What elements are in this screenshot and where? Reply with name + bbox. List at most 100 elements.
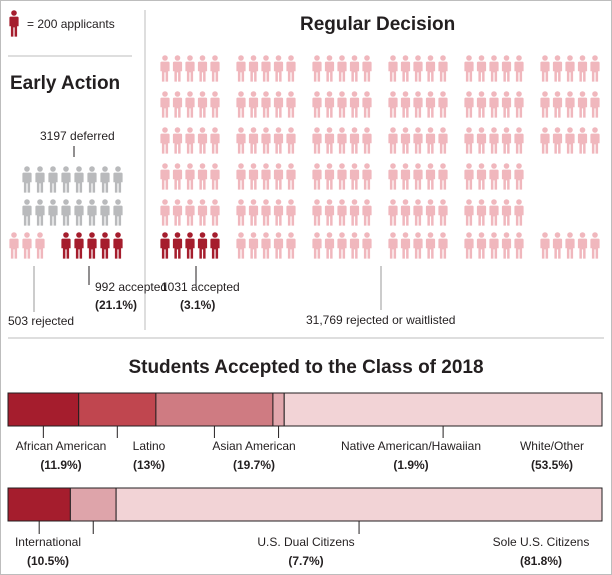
rejected-person-icon — [438, 55, 448, 82]
rejected-person-icon — [577, 91, 588, 118]
rejected-person-icon — [425, 163, 436, 190]
bar-segment-native-american-hawaiian — [272, 392, 285, 427]
rejected-person-icon — [489, 232, 499, 259]
rejected-person-icon — [248, 232, 259, 259]
rejected-person-icon — [565, 55, 575, 82]
rejected-person-icon — [400, 232, 411, 259]
rejected-person-icon — [552, 232, 563, 259]
legend-label: = 200 applicants — [27, 17, 115, 31]
rejected-person-icon — [540, 55, 550, 82]
segment-pct-label: (81.8%) — [520, 554, 562, 568]
rejected-person-icon — [349, 55, 360, 82]
rejected-person-icon — [286, 91, 296, 118]
rejected-person-icon — [312, 91, 322, 118]
ea-accepted-pct: (21.1%) — [95, 298, 137, 312]
segment-label: White/Other — [520, 439, 584, 453]
accepted-person-icon — [61, 232, 71, 259]
rejected-person-icon — [501, 91, 512, 118]
segment-label: Latino — [133, 439, 166, 453]
rejected-person-icon — [236, 232, 246, 259]
rejected-person-icon — [197, 127, 208, 154]
bar-segment-asian-american — [155, 392, 274, 427]
rejected-person-icon — [349, 127, 360, 154]
rejected-person-icon — [324, 199, 335, 226]
bar-segment-sole-u-s-citizens — [115, 487, 603, 522]
rejected-person-icon — [565, 232, 575, 259]
rejected-person-icon — [362, 232, 372, 259]
rejected-person-icon — [388, 163, 398, 190]
rejected-person-icon — [185, 55, 195, 82]
rejected-person-icon — [464, 232, 474, 259]
rejected-person-icon — [337, 199, 347, 226]
segment-pct-label: (53.5%) — [531, 458, 573, 472]
rejected-person-icon — [501, 127, 512, 154]
deferred-person-icon — [48, 166, 58, 193]
rejected-person-icon — [324, 91, 335, 118]
rejected-person-icon — [540, 127, 550, 154]
rejected-person-icon — [388, 55, 398, 82]
rejected-person-icon — [476, 127, 487, 154]
rejected-person-icon — [312, 199, 322, 226]
rejected-person-icon — [312, 232, 322, 259]
rejected-person-icon — [413, 91, 423, 118]
rejected-person-icon — [261, 91, 271, 118]
rejected-person-icon — [514, 199, 524, 226]
bar-segment-white-other — [283, 392, 603, 427]
rejected-person-icon — [514, 232, 524, 259]
segment-label: African American — [16, 439, 107, 453]
rejected-person-icon — [590, 127, 600, 154]
rejected-person-icon — [501, 199, 512, 226]
rejected-person-icon — [22, 232, 32, 259]
rejected-person-icon — [185, 91, 195, 118]
regular-decision-title: Regular Decision — [300, 14, 455, 35]
rejected-person-icon — [261, 163, 271, 190]
rejected-person-icon — [160, 91, 170, 118]
rejected-person-icon — [248, 127, 259, 154]
accepted-person-icon — [210, 232, 220, 259]
rejected-person-icon — [565, 91, 575, 118]
segment-label: International — [15, 535, 81, 549]
rejected-person-icon — [464, 199, 474, 226]
rejected-person-icon — [514, 55, 524, 82]
rejected-person-icon — [425, 55, 436, 82]
rejected-person-icon — [388, 199, 398, 226]
rejected-person-icon — [464, 163, 474, 190]
deferred-person-icon — [74, 166, 84, 193]
deferred-person-icon — [35, 199, 45, 226]
rejected-person-icon — [35, 232, 45, 259]
rejected-person-icon — [172, 91, 183, 118]
rejected-person-icon — [349, 232, 360, 259]
rejected-person-icon — [425, 127, 436, 154]
rejected-person-icon — [349, 91, 360, 118]
rejected-person-icon — [324, 163, 335, 190]
rejected-person-icon — [248, 199, 259, 226]
rejected-person-icon — [286, 55, 296, 82]
rejected-person-icon — [476, 55, 487, 82]
bar-segment-african-american — [7, 392, 80, 427]
bar-segment-latino — [78, 392, 157, 427]
rejected-person-icon — [236, 163, 246, 190]
ea-deferred-label: 3197 deferred — [40, 129, 115, 143]
rejected-person-icon — [172, 199, 183, 226]
rejected-person-icon — [425, 199, 436, 226]
rejected-person-icon — [590, 232, 600, 259]
rejected-person-icon — [248, 55, 259, 82]
rejected-person-icon — [501, 163, 512, 190]
rejected-person-icon — [590, 55, 600, 82]
rejected-person-icon — [413, 232, 423, 259]
segment-pct-label: (11.9%) — [40, 458, 81, 472]
rejected-person-icon — [565, 127, 575, 154]
rejected-person-icon — [185, 127, 195, 154]
deferred-person-icon — [48, 199, 58, 226]
segment-pct-label: (10.5%) — [27, 554, 69, 568]
segment-label: U.S. Dual Citizens — [257, 535, 354, 549]
rejected-person-icon — [286, 127, 296, 154]
rejected-person-icon — [185, 163, 195, 190]
rd-rejected-label: 31,769 rejected or waitlisted — [306, 313, 455, 327]
deferred-person-icon — [100, 199, 110, 226]
rejected-person-icon — [210, 199, 220, 226]
rejected-person-icon — [197, 163, 208, 190]
rejected-person-icon — [172, 163, 183, 190]
rejected-person-icon — [388, 127, 398, 154]
bar-segment-u-s-dual-citizens — [69, 487, 117, 522]
